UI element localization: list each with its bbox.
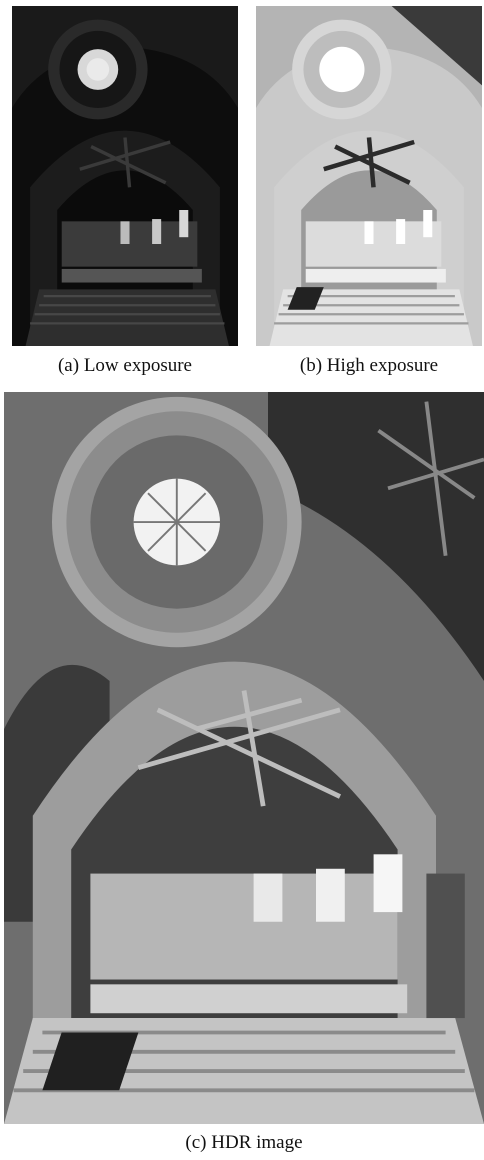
caption-high-exposure: (b) High exposure <box>299 355 439 376</box>
caption-hdr-image: (c) HDR image <box>185 1132 303 1153</box>
high-exposure-photo <box>256 6 482 346</box>
low-exposure-photo <box>12 6 238 346</box>
caption-low-exposure: (a) Low exposure <box>57 355 192 376</box>
hdr-photo <box>4 392 484 1124</box>
